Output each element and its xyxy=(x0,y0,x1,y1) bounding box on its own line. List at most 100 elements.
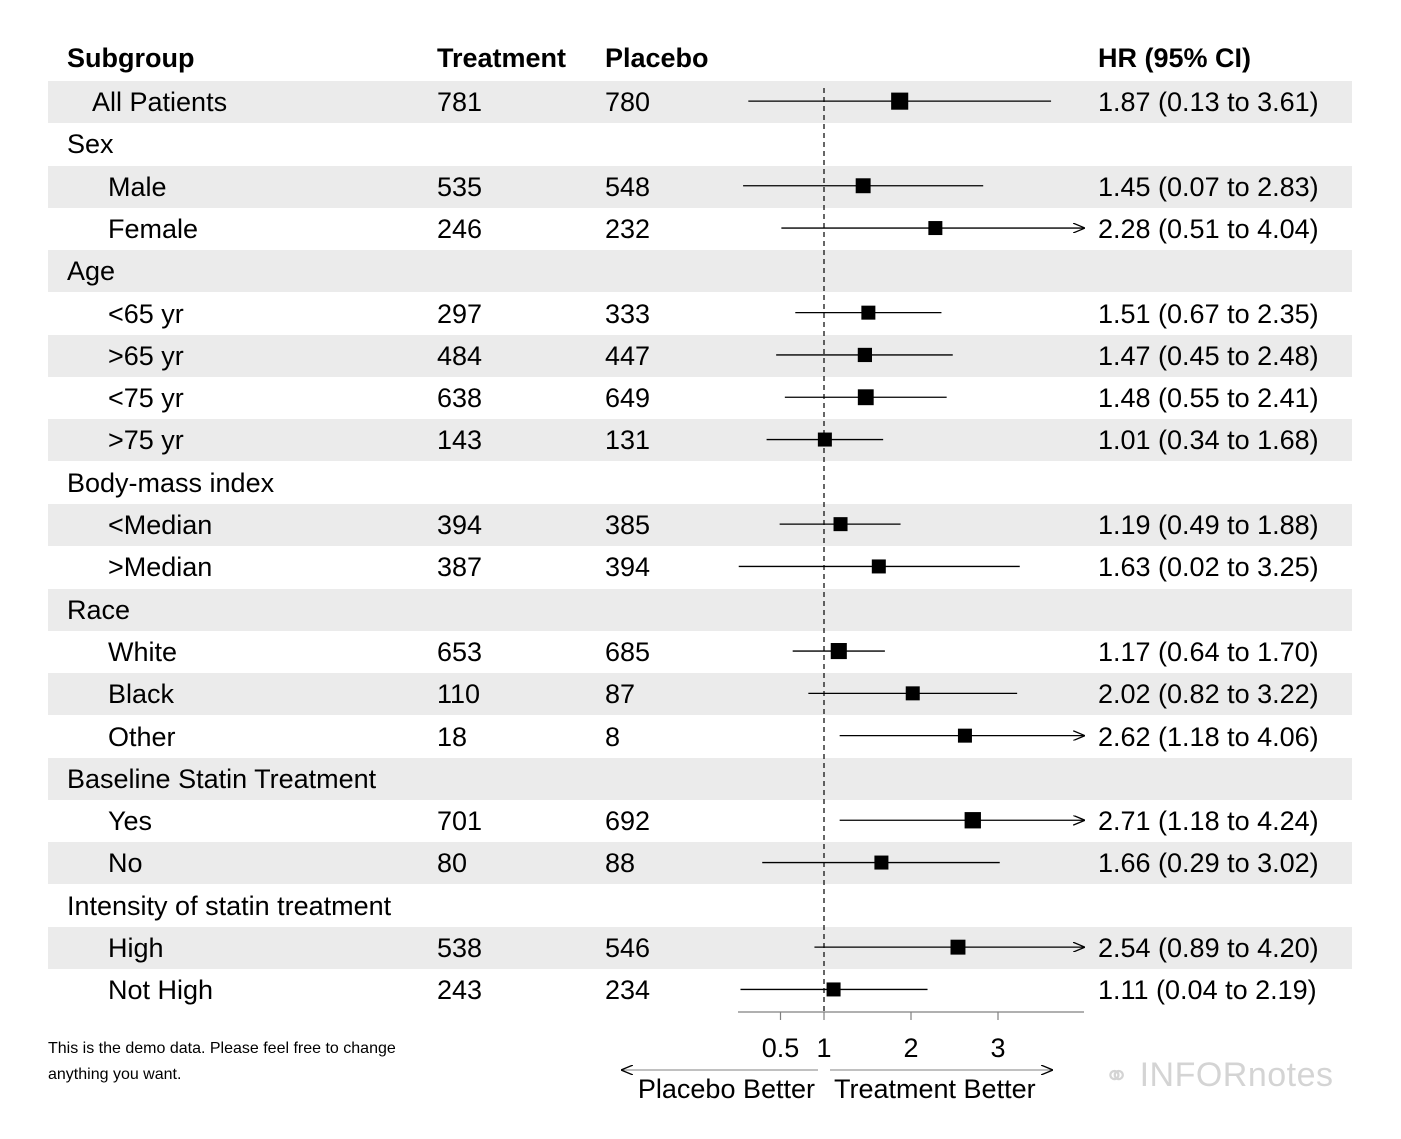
row-band xyxy=(48,757,1352,800)
placebo-count: 394 xyxy=(605,552,651,583)
group-heading: Sex xyxy=(67,129,114,160)
hr-marker xyxy=(857,347,873,363)
placebo-count: 234 xyxy=(605,975,651,1006)
placebo-count: 649 xyxy=(605,383,651,414)
header-subgroup: Subgroup xyxy=(67,43,195,73)
treatment-count: 638 xyxy=(437,383,483,414)
placebo-count: 692 xyxy=(605,806,651,837)
x-tick-label: 3 xyxy=(990,1033,1005,1063)
hr-ci-text: 1.87 (0.13 to 3.61) xyxy=(1098,87,1319,117)
treatment-count: 246 xyxy=(437,213,483,244)
group-heading: Intensity of statin treatment xyxy=(67,890,392,921)
treatment-count: 701 xyxy=(437,806,483,837)
row-band xyxy=(48,588,1352,631)
subgroup-label: White xyxy=(108,636,178,667)
hr-marker xyxy=(950,939,966,955)
hr-ci-text: 1.48 (0.55 to 2.41) xyxy=(1098,383,1319,414)
placebo-count: 333 xyxy=(605,298,651,329)
hr-marker xyxy=(857,389,874,406)
hr-ci-text: 1.45 (0.07 to 2.83) xyxy=(1098,171,1319,202)
group-heading: Age xyxy=(67,256,116,287)
group-heading: Baseline Statin Treatment xyxy=(67,763,377,794)
wechat-icon: ⚭ xyxy=(1104,1060,1130,1093)
subgroup-label: Female xyxy=(108,213,199,244)
treatment-better-label: Treatment Better xyxy=(834,1074,1036,1104)
placebo-count: 685 xyxy=(605,636,651,667)
subgroup-label: No xyxy=(108,848,143,879)
hr-marker xyxy=(928,221,943,236)
subgroup-label: High xyxy=(108,933,164,963)
row-band xyxy=(48,81,1352,123)
x-tick-label: 2 xyxy=(903,1033,918,1063)
hr-marker xyxy=(830,643,847,660)
group-heading: Body-mass index xyxy=(67,467,275,498)
hr-marker xyxy=(855,178,871,194)
subgroup-label: Black xyxy=(108,679,175,710)
treatment-count: 297 xyxy=(437,298,483,329)
hr-marker xyxy=(957,728,972,743)
subgroup-label: >65 yr xyxy=(108,340,184,371)
treatment-count: 110 xyxy=(437,679,481,710)
treatment-count: 538 xyxy=(437,933,483,963)
hr-ci-text: 2.62 (1.18 to 4.06) xyxy=(1098,721,1319,752)
row-band xyxy=(48,334,1352,377)
hr-marker xyxy=(826,982,841,997)
hr-marker xyxy=(861,305,876,320)
hr-marker xyxy=(871,559,886,574)
subgroup-label: >Median xyxy=(108,552,213,583)
hr-marker xyxy=(833,517,848,532)
placebo-count: 780 xyxy=(605,87,651,117)
placebo-count: 8 xyxy=(605,721,621,752)
hr-ci-text: 1.17 (0.64 to 1.70) xyxy=(1098,636,1319,667)
subgroup-label: <Median xyxy=(108,510,213,540)
row-band xyxy=(48,165,1352,208)
placebo-count: 88 xyxy=(605,848,636,879)
hr-ci-text: 2.54 (0.89 to 4.20) xyxy=(1098,933,1319,963)
x-tick-label: 1 xyxy=(816,1033,831,1063)
hr-ci-text: 2.28 (0.51 to 4.04) xyxy=(1098,213,1319,244)
placebo-count: 548 xyxy=(605,171,651,202)
placebo-count: 385 xyxy=(605,510,651,540)
hr-marker xyxy=(817,432,832,447)
placebo-better-label: Placebo Better xyxy=(638,1074,815,1104)
treatment-count: 535 xyxy=(437,171,483,202)
placebo-count: 447 xyxy=(605,340,651,371)
placebo-count: 232 xyxy=(605,213,651,244)
treatment-count: 781 xyxy=(437,87,483,117)
placebo-count: 546 xyxy=(605,933,651,963)
header-treatment: Treatment xyxy=(437,43,567,73)
hr-ci-text: 1.01 (0.34 to 1.68) xyxy=(1098,425,1319,456)
hr-ci-text: 1.66 (0.29 to 3.02) xyxy=(1098,848,1319,879)
treatment-count: 394 xyxy=(437,510,483,540)
row-band xyxy=(48,419,1352,462)
group-heading: Race xyxy=(67,594,131,625)
hr-marker xyxy=(964,812,981,829)
hr-ci-text: 2.02 (0.82 to 3.22) xyxy=(1098,679,1319,710)
hr-ci-text: 1.63 (0.02 to 3.25) xyxy=(1098,552,1319,583)
row-band xyxy=(48,504,1352,546)
hr-ci-text: 1.19 (0.49 to 1.88) xyxy=(1098,510,1319,540)
treatment-count: 484 xyxy=(437,340,483,371)
subgroup-label: <75 yr xyxy=(108,383,184,414)
hr-ci-text: 2.71 (1.18 to 4.24) xyxy=(1098,806,1319,837)
x-tick-label: 0.5 xyxy=(762,1033,800,1063)
row-band xyxy=(48,250,1352,293)
subgroup-label: >75 yr xyxy=(108,425,184,456)
hr-marker xyxy=(874,855,889,870)
watermark-text: INFORnotes xyxy=(1139,1056,1334,1094)
subgroup-label: Yes xyxy=(108,806,153,837)
row-band xyxy=(48,673,1352,716)
treatment-count: 387 xyxy=(437,552,483,583)
treatment-count: 143 xyxy=(437,425,483,456)
row-band xyxy=(48,927,1352,969)
subgroup-label: Not High xyxy=(108,975,214,1006)
watermark: ⚭ INFORnotes xyxy=(1104,1056,1334,1095)
subgroup-label: All Patients xyxy=(92,87,228,117)
hr-ci-text: 1.47 (0.45 to 2.48) xyxy=(1098,340,1319,371)
hr-ci-text: 1.11 (0.04 to 2.19) xyxy=(1098,975,1317,1006)
hr-marker xyxy=(905,686,920,701)
header-placebo: Placebo xyxy=(605,43,709,73)
subgroup-label: Other xyxy=(108,721,176,752)
